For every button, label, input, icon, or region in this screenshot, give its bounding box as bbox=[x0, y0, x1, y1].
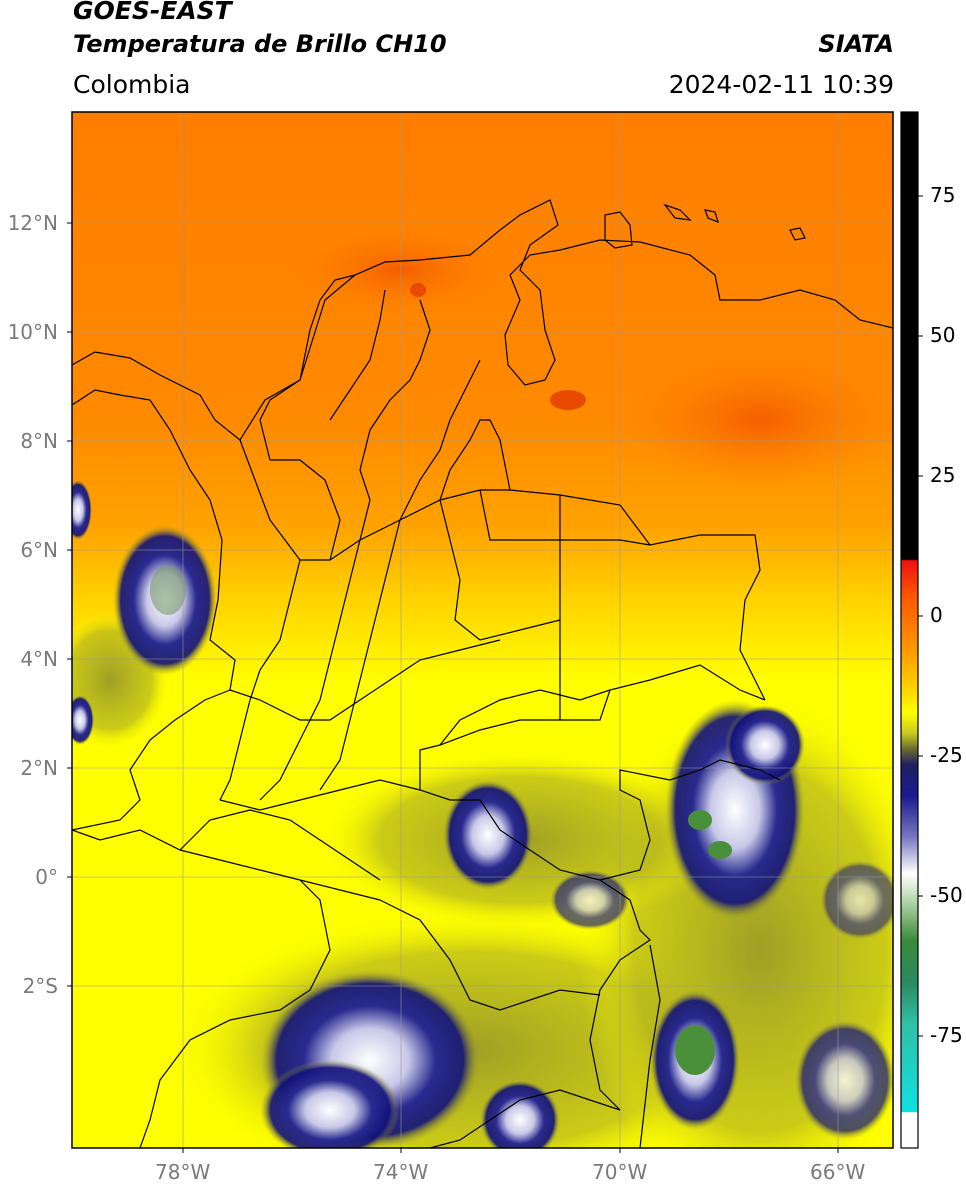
map-panel bbox=[72, 112, 893, 1148]
lon-label: 70°W bbox=[592, 1160, 648, 1184]
cold-cloud-top bbox=[150, 565, 186, 615]
colorbar-ticks bbox=[918, 195, 923, 1037]
convective-cloud bbox=[550, 870, 630, 930]
source-label: SIATA bbox=[818, 30, 894, 58]
convective-cloud bbox=[72, 480, 92, 540]
lat-label: 0° bbox=[35, 865, 58, 889]
lon-label: 66°W bbox=[810, 1160, 866, 1184]
convective-cloud bbox=[725, 705, 805, 785]
lat-label: 2°S bbox=[22, 974, 58, 998]
lon-label: 78°W bbox=[155, 1160, 211, 1184]
convective-cloud bbox=[820, 860, 893, 940]
lat-label: 10°N bbox=[7, 320, 58, 344]
convective-cloud bbox=[795, 1020, 893, 1140]
axis-ticks bbox=[67, 222, 839, 1153]
cold-cloud-top bbox=[688, 810, 712, 830]
lat-label: 6°N bbox=[20, 538, 58, 562]
product-title: Temperatura de Brillo CH10 bbox=[73, 30, 447, 58]
colorbar-tick-label: -50 bbox=[930, 883, 963, 907]
colorbar-frame bbox=[900, 111, 919, 1149]
colorbar-tick-label: 75 bbox=[930, 183, 956, 207]
cold-cloud-top bbox=[708, 841, 732, 859]
colorbar-tick-label: 50 bbox=[930, 323, 956, 347]
cold-cloud-top bbox=[675, 1025, 715, 1075]
warm-spot bbox=[410, 283, 426, 297]
graticule bbox=[72, 112, 893, 1148]
convective-cloud bbox=[443, 780, 533, 890]
lon-label: 74°W bbox=[373, 1160, 429, 1184]
warm-area bbox=[290, 225, 510, 315]
warm-spot bbox=[550, 390, 586, 410]
lat-label: 2°N bbox=[20, 756, 58, 780]
convective-cloud bbox=[72, 695, 94, 745]
lat-label: 4°N bbox=[20, 647, 58, 671]
warm-area bbox=[620, 350, 893, 490]
colorbar-tick-label: 25 bbox=[930, 463, 956, 487]
region-label: Colombia bbox=[73, 70, 191, 99]
lat-label: 8°N bbox=[20, 429, 58, 453]
boundaries bbox=[72, 199, 893, 1148]
map-frame bbox=[71, 111, 894, 1149]
lat-label: 12°N bbox=[7, 211, 58, 235]
convective-cloud bbox=[480, 1080, 560, 1148]
colorbar-tick-label: -75 bbox=[930, 1023, 963, 1047]
convective-cloud bbox=[260, 1060, 400, 1148]
colorbar-tick-label: 0 bbox=[930, 603, 943, 627]
satellite-title: GOES-EAST bbox=[73, 0, 232, 25]
datetime-label: 2024-02-11 10:39 bbox=[668, 70, 894, 99]
colorbar-tick-label: -25 bbox=[930, 743, 963, 767]
colorbar bbox=[901, 112, 918, 1148]
